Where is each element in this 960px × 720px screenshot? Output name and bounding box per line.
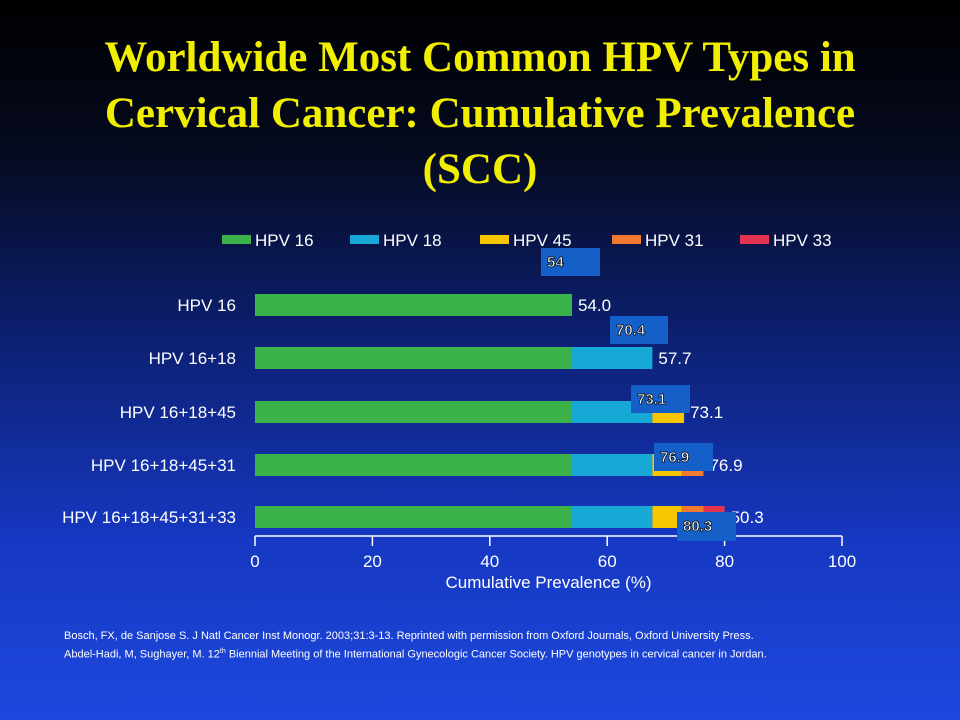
legend-label-1: HPV 16 [255,231,314,250]
bar-value-label: 76.9 [709,456,742,475]
reference-2-text-rest: Biennial Meeting of the International Gy… [225,648,767,661]
overlay-value-box [677,512,736,541]
x-tick-label: 40 [480,552,499,571]
bar-segment-2 [571,347,653,369]
overlay-value-label: 54 [547,254,564,271]
bar-segment-1 [255,294,572,316]
bar-value-label: 54.0 [578,296,611,315]
overlay-value-box [610,316,668,344]
reference-2-text: Abdel-Hadi, M, Sughayer, M. 12 [64,648,220,661]
overlay-value-label: 73.1 [637,391,666,408]
bar-value-label: 73.1 [690,403,723,422]
x-tick-label: 0 [250,552,259,571]
legend-swatch-4 [612,235,641,244]
bar-value-label: 50.3 [731,508,764,527]
overlay-value-label: 76.9 [660,449,689,466]
reference-2-superscript: th [219,648,226,655]
title-line-2: Cervical Cancer: Cumulative Prevalence [104,90,856,137]
x-tick-label: 20 [363,552,382,571]
legend-swatch-5 [740,235,769,244]
legend-label-3: HPV 45 [513,231,572,250]
bar-value-label: 57.7 [658,349,691,368]
bar-segment-3 [652,506,682,528]
title-line-1: Worldwide Most Common HPV Types in [104,34,856,81]
legend-swatch-3 [480,235,509,244]
references: Bosch, FX, de Sanjose S. J Natl Cancer I… [64,629,904,663]
legend-swatch-2 [350,235,379,244]
overlay-value-box [654,443,713,471]
bar-segment-2 [571,454,653,476]
overlay-value-label: 70.4 [616,322,646,339]
overlay-value-box [631,385,690,413]
category-label: HPV 16+18+45+31 [91,456,236,475]
category-label: HPV 16+18+45 [120,403,236,422]
reference-1: Bosch, FX, de Sanjose S. J Natl Cancer I… [64,630,754,642]
overlay-value-label: 80.3 [683,518,712,535]
category-label: HPV 16 [177,296,236,315]
slide-title: Worldwide Most Common HPV Types in Cervi… [0,30,960,198]
cumulative-prevalence-chart: HPV 16 HPV 18 HPV 45 HPV 31 HPV 33 0 20 40 60 80 1… [62,231,856,592]
x-axis-title: Cumulative Prevalence (%) [446,573,652,592]
x-tick-label: 80 [715,552,734,571]
category-label: HPV 16+18+45+31+33 [62,508,236,527]
legend-label-4: HPV 31 [645,231,704,250]
overlay-value-box [541,248,600,276]
reference-2: Abdel-Hadi, M, Sughayer, M. 12th Biennia… [64,644,904,663]
bar-segment-1 [255,454,572,476]
legend-label-2: HPV 18 [383,231,442,250]
title-line-3: (SCC) [422,146,538,193]
x-tick-label: 60 [598,552,617,571]
category-label: HPV 16+18 [149,349,236,368]
bar-segment-1 [255,506,572,528]
legend-label-5: HPV 33 [773,231,832,250]
bar-segment-1 [255,401,572,423]
bar-segment-2 [571,506,653,528]
x-tick-label: 100 [828,552,856,571]
legend-swatch-1 [222,235,251,244]
bar-segment-1 [255,347,572,369]
